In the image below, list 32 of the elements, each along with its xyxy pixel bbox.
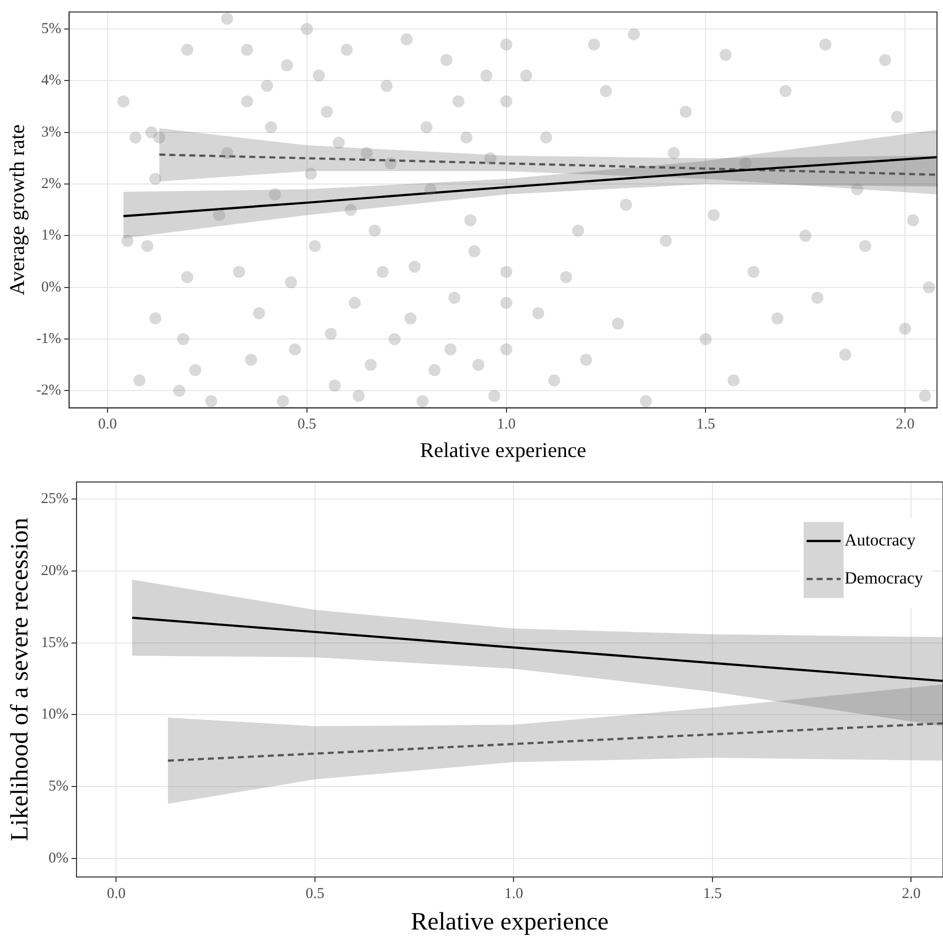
y-tick-label: -1% [36,331,62,348]
y-axis-title: Average growth rate [5,124,30,296]
y-tick-label: -2% [36,382,62,399]
x-tick-label: 0.5 [298,416,316,433]
y-tick-label: 5% [48,778,68,794]
line-series [166,722,943,762]
legend-label: Democracy [844,568,924,588]
y-tick-label: 5% [41,20,62,37]
x-axis-title: Relative experience [410,908,609,936]
x-axis-title: Relative experience [420,438,586,462]
line-series [158,154,937,176]
y-tick-label: 20% [40,562,68,579]
y-tick-label: 15% [40,634,68,651]
x-tick-label: 1.0 [496,416,516,433]
x-tick-label: 1.5 [703,886,722,902]
x-tick-label: 1.5 [696,416,716,433]
x-tick-label: 2.0 [896,416,914,433]
x-tick-label: 0.5 [306,886,324,902]
y-tick-label: 1% [41,228,62,244]
x-tick-label: 0.0 [98,416,117,433]
y-tick-label: 25% [40,491,68,508]
x-tick-label: 1.0 [504,886,524,902]
y-tick-label: 4% [41,72,62,89]
y-tick-label: 10% [40,706,68,723]
y-axis-title: Likelihood of a severe recession [6,517,34,842]
x-tick-label: 2.0 [902,886,921,902]
x-tick-label: 0.0 [106,886,126,902]
y-tick-label: 0% [48,850,68,866]
legend-label: Autocracy [844,530,916,550]
y-tick-label: 2% [41,176,62,192]
y-tick-label: 0% [41,279,62,296]
y-tick-label: 3% [41,124,62,140]
